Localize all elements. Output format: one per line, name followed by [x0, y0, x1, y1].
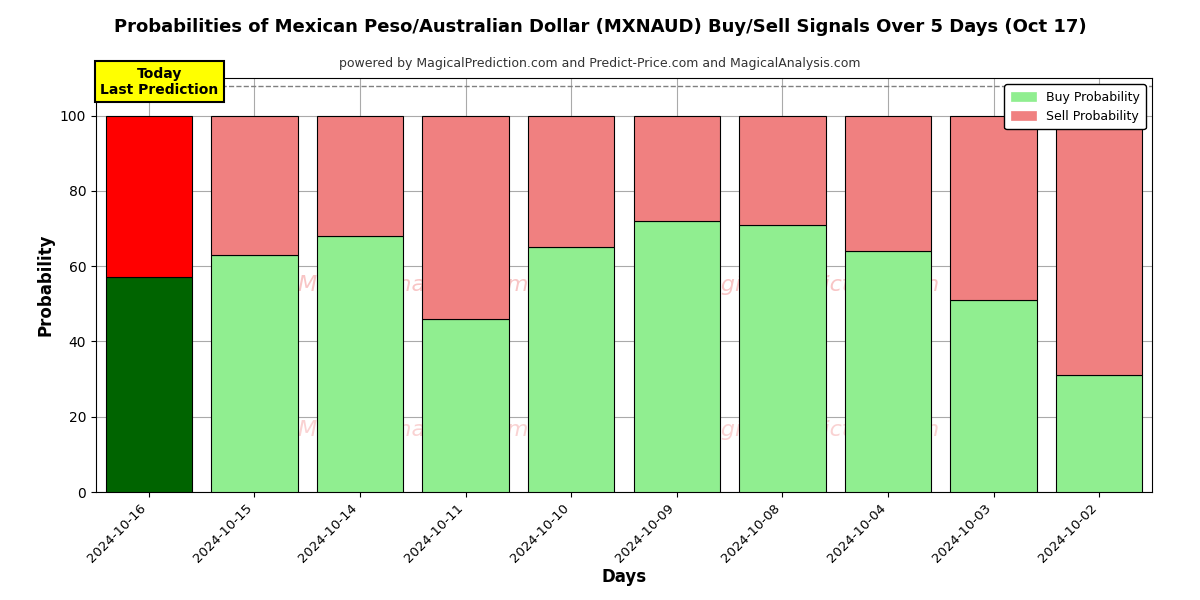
Legend: Buy Probability, Sell Probability: Buy Probability, Sell Probability [1004, 84, 1146, 129]
Bar [211, 116, 298, 255]
Text: Probabilities of Mexican Peso/Australian Dollar (MXNAUD) Buy/Sell Signals Over 5: Probabilities of Mexican Peso/Australian… [114, 18, 1086, 36]
Bar [317, 236, 403, 492]
Bar [317, 116, 403, 236]
Bar [845, 116, 931, 251]
Text: MagicalAnalysis.com: MagicalAnalysis.com [298, 420, 528, 440]
Bar [1056, 376, 1142, 492]
Bar [422, 116, 509, 319]
Text: MagicalAnalysis.com: MagicalAnalysis.com [298, 275, 528, 295]
Bar [1056, 116, 1142, 376]
Bar [528, 116, 614, 247]
Bar [528, 247, 614, 492]
Text: MagicalPrediction.com: MagicalPrediction.com [689, 275, 940, 295]
Bar [739, 225, 826, 492]
Bar [106, 116, 192, 277]
Bar [211, 255, 298, 492]
Bar [634, 116, 720, 221]
Bar [106, 277, 192, 492]
Bar [950, 300, 1037, 492]
Text: Today
Last Prediction: Today Last Prediction [101, 67, 218, 97]
Bar [634, 221, 720, 492]
Text: powered by MagicalPrediction.com and Predict-Price.com and MagicalAnalysis.com: powered by MagicalPrediction.com and Pre… [340, 57, 860, 70]
Y-axis label: Probability: Probability [36, 234, 54, 336]
Bar [845, 251, 931, 492]
Bar [422, 319, 509, 492]
X-axis label: Days: Days [601, 568, 647, 586]
Bar [950, 116, 1037, 300]
Bar [739, 116, 826, 225]
Text: MagicalPrediction.com: MagicalPrediction.com [689, 420, 940, 440]
